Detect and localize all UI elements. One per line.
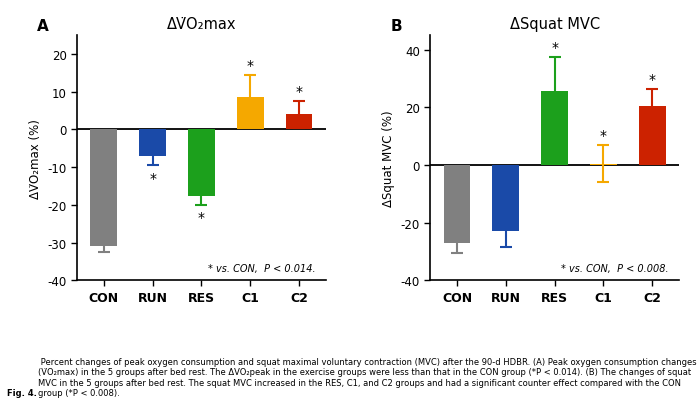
Text: * vs. CON,  P < 0.014.: * vs. CON, P < 0.014. [208, 263, 316, 273]
Bar [237, 98, 264, 130]
Text: Fig. 4.: Fig. 4. [7, 388, 37, 397]
Bar [286, 115, 312, 130]
Text: *: * [295, 85, 302, 99]
Bar [590, 164, 617, 166]
Text: *: * [649, 73, 656, 87]
Bar [188, 130, 215, 196]
Text: *: * [551, 41, 558, 55]
Bar [492, 166, 519, 232]
Text: Percent changes of peak oxygen consumption and squat maximal voluntary contracti: Percent changes of peak oxygen consumpti… [38, 357, 697, 397]
Text: *: * [246, 59, 253, 73]
Y-axis label: ΔSquat MVC (%): ΔSquat MVC (%) [382, 110, 395, 207]
Text: *: * [600, 129, 607, 143]
Title: ΔV̇O₂max: ΔV̇O₂max [167, 17, 236, 32]
Text: B: B [391, 19, 402, 34]
Title: ΔSquat MVC: ΔSquat MVC [510, 17, 600, 32]
Text: * vs. CON,  P < 0.008.: * vs. CON, P < 0.008. [561, 263, 669, 273]
Text: *: * [198, 211, 205, 225]
Text: *: * [149, 171, 156, 185]
Bar [444, 166, 470, 243]
Bar [639, 107, 666, 166]
Bar [139, 130, 166, 156]
Text: A: A [37, 19, 49, 34]
Bar [90, 130, 117, 247]
Bar [541, 92, 568, 166]
Y-axis label: ΔV̇O₂max (%): ΔV̇O₂max (%) [29, 119, 42, 198]
